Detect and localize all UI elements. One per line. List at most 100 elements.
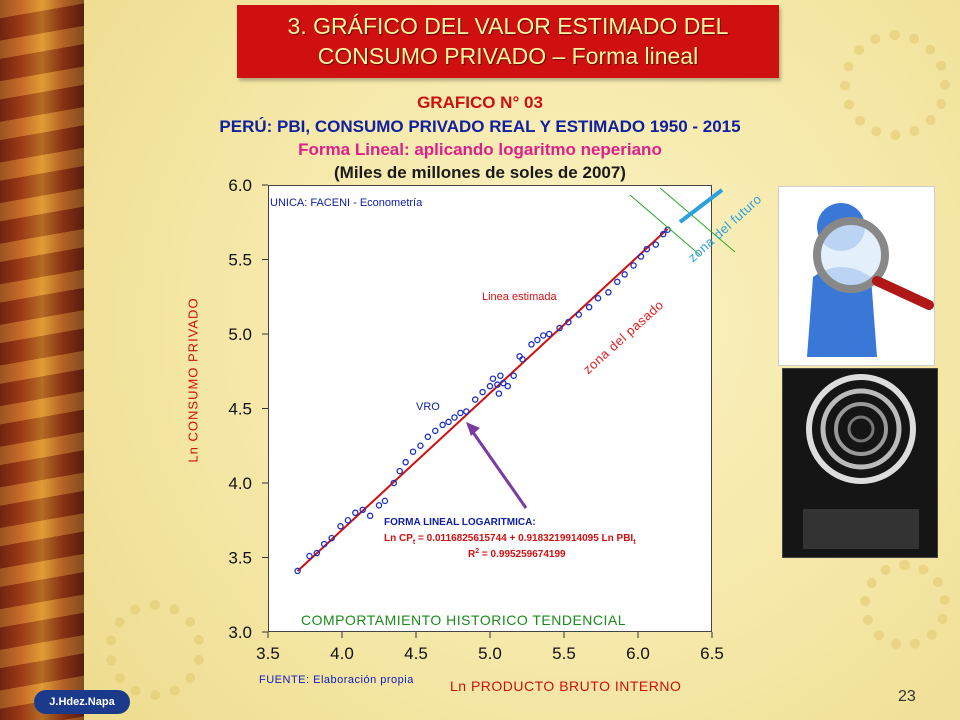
data-point <box>489 375 497 382</box>
data-point <box>614 278 621 286</box>
source-note: FUENTE: Elaboración propia <box>259 674 414 686</box>
data-point <box>510 372 517 379</box>
data-point <box>445 418 452 426</box>
estimated-line-label: Linea estimada <box>482 291 557 303</box>
decorative-left-strip <box>0 0 84 720</box>
data-point <box>306 552 313 560</box>
bottom-annotation: COMPORTAMIENTO HISTORICO TENDENCIAL <box>301 612 626 628</box>
x-tick-label: 5.0 <box>478 644 502 663</box>
data-point <box>294 567 301 575</box>
data-point <box>565 318 572 326</box>
vro-label: VRO <box>416 401 440 413</box>
y-tick-label: 5.5 <box>228 251 252 270</box>
pointer-arrow <box>468 427 528 509</box>
x-tick-label: 5.5 <box>552 644 576 663</box>
data-point <box>540 332 547 339</box>
gear-decoration <box>860 560 950 650</box>
r2-text: R2 = 0.995259674199 <box>468 548 566 560</box>
data-point <box>471 396 479 403</box>
data-point <box>630 262 637 269</box>
slide-title: 3. GRÁFICO DEL VALOR ESTIMADO DEL CONSUM… <box>237 5 779 78</box>
data-point <box>390 479 398 487</box>
data-point <box>352 509 359 517</box>
magnifier-figure-icon <box>807 203 934 357</box>
time-tunnel-poster-image <box>782 368 938 558</box>
data-point <box>451 414 458 421</box>
data-point <box>594 294 602 302</box>
data-point <box>417 442 424 449</box>
slide-title-line2: CONSUMO PRIVADO – Forma lineal <box>317 43 699 69</box>
x-tick-label: 6.0 <box>626 644 650 663</box>
data-point <box>504 382 512 390</box>
equation-lhs-sub: t <box>413 539 416 546</box>
slide-title-line1: 3. GRÁFICO DEL VALOR ESTIMADO DEL <box>287 13 729 39</box>
data-point <box>402 458 409 466</box>
data-point <box>585 303 593 311</box>
chart-title-3: Forma Lineal: aplicando logaritmo neperi… <box>298 140 662 159</box>
x-tick-label: 4.0 <box>330 644 354 663</box>
data-point <box>643 245 651 253</box>
zone-divider-line <box>629 194 701 256</box>
data-point <box>575 311 583 318</box>
data-point <box>528 341 535 348</box>
plot-area <box>268 185 712 632</box>
r2-label: R <box>468 549 476 560</box>
data-point <box>463 408 470 415</box>
r2-sup: 2 <box>475 548 479 555</box>
data-point <box>605 289 612 296</box>
magnifier-figure-image <box>778 186 935 366</box>
data-point <box>621 271 628 278</box>
equation-rhs-sub: t <box>633 539 636 546</box>
data-point <box>479 388 486 396</box>
tunnel-spiral-icon <box>803 374 919 549</box>
data-point <box>556 324 563 332</box>
data-point <box>359 506 366 514</box>
data-point <box>637 253 645 260</box>
data-point <box>320 540 328 548</box>
x-tick-label: 4.5 <box>404 644 428 663</box>
y-tick-label: 6.0 <box>228 176 252 195</box>
gear-decoration <box>840 30 950 140</box>
page-number: 23 <box>898 688 916 705</box>
data-point <box>545 330 553 338</box>
x-tick-label: 6.5 <box>700 644 724 663</box>
data-point <box>439 421 446 429</box>
data-point <box>366 512 374 520</box>
pointer-arrowhead <box>466 422 480 436</box>
zone-divider-line <box>659 187 736 253</box>
data-point <box>313 549 321 557</box>
data-point <box>337 522 344 530</box>
y-axis-title: Ln CONSUMO PRIVADO <box>185 297 201 463</box>
data-point <box>396 467 403 475</box>
data-point <box>494 381 501 388</box>
data-point <box>409 448 417 455</box>
data-point <box>375 502 383 509</box>
x-axis-title: Ln PRODUCTO BRUTO INTERNO <box>450 678 682 694</box>
data-point <box>534 336 541 344</box>
equation-rhs: = 0.0116825615744 + 0.9183219914095 Ln P… <box>415 533 633 544</box>
data-point <box>495 390 503 397</box>
y-tick-label: 3.5 <box>228 549 252 568</box>
data-point <box>486 382 494 390</box>
y-tick-label: 3.0 <box>228 623 252 642</box>
equation-title: FORMA LINEAL LOGARITMICA: <box>384 517 536 528</box>
data-point <box>519 356 526 363</box>
x-tick-label: 3.5 <box>256 644 280 663</box>
author-badge: J.Hdez.Napa <box>34 690 130 714</box>
chart-title-2: PERÚ: PBI, CONSUMO PRIVADO REAL Y ESTIMA… <box>219 117 741 136</box>
gear-decoration <box>105 600 205 700</box>
equation-text: Ln CPt = 0.0116825615744 + 0.91832199140… <box>384 533 636 546</box>
institution-label: UNICA: FACENI - Econometría <box>270 197 423 209</box>
data-point <box>424 433 432 441</box>
data-point <box>457 409 464 417</box>
data-point <box>431 427 439 435</box>
data-point <box>381 497 389 505</box>
data-point <box>497 372 504 379</box>
data-point <box>344 517 352 524</box>
chart-title-1: GRAFICO N° 03 <box>417 93 543 112</box>
future-marker <box>678 188 724 224</box>
data-point <box>659 230 667 238</box>
y-tick-label: 4.5 <box>228 400 252 419</box>
equation-lhs: Ln CP <box>384 533 413 544</box>
